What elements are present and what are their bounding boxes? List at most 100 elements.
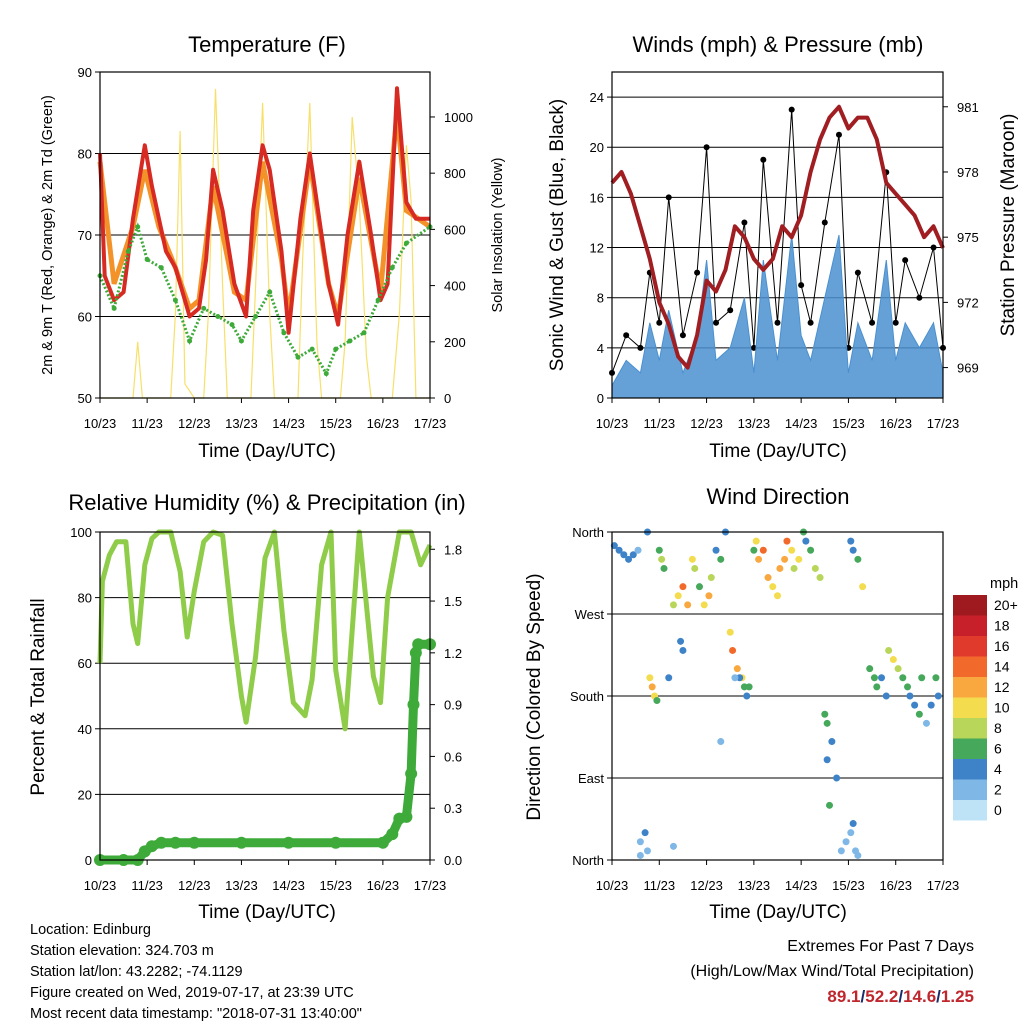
speed-legend-label: 4	[994, 761, 1002, 777]
direction-point	[620, 551, 628, 559]
direction-point	[625, 555, 633, 563]
humidity-plot-area: 0 20 40 60 80 100 0.0 0.3 0.6 0.9 1.2 1.5 1.8 10/23 11…	[70, 525, 462, 893]
sonic-wind-area	[611, 234, 944, 399]
humidity-xtick-label: 15/23	[319, 878, 352, 893]
relative-humidity-line	[97, 529, 433, 732]
speed-legend-label: 8	[994, 720, 1002, 736]
temperature-ylabel-right: Solar Insolation (Yellow)	[490, 157, 506, 312]
gust-point	[679, 332, 686, 339]
direction-point	[636, 838, 644, 846]
temperature-title: Temperature (F)	[188, 32, 346, 57]
dewpoint-point	[172, 297, 178, 303]
direction-point	[847, 537, 855, 545]
extreme-low: 52.2	[865, 987, 899, 1006]
temperature-ytick-label: 50	[78, 391, 92, 406]
direction-point	[717, 555, 725, 563]
extreme-high: 89.1	[827, 987, 861, 1006]
direction-point	[795, 555, 803, 563]
precipitation-point	[386, 828, 399, 841]
gust-point	[930, 244, 937, 251]
gust-point	[637, 344, 644, 351]
direction-xtick-label: 15/23	[832, 878, 865, 893]
humidity-ytick-label: 40	[78, 722, 92, 737]
extremes-title: Extremes For Past 7 Days	[787, 938, 974, 955]
temperature-xtick-label: 12/23	[178, 416, 211, 431]
temperature-y2tick-label: 1000	[444, 110, 473, 125]
humidity-ytick-label: 20	[78, 787, 92, 802]
speed-legend-label: 18	[994, 618, 1010, 634]
direction-point	[691, 564, 699, 572]
winds-ylabel-right: Station Pressure (Maroon)	[998, 114, 1019, 337]
direction-plot-area: North East South West North 10/23 11/23 12/23 13…	[570, 525, 959, 893]
gust-point	[760, 156, 767, 163]
speed-legend-swatch	[953, 615, 987, 636]
speed-legend-swatch	[953, 595, 987, 616]
humidity-title: Relative Humidity (%) & Precipitation (i…	[68, 490, 465, 515]
direction-point	[665, 674, 673, 682]
direction-point	[774, 592, 781, 600]
gust-point	[869, 319, 876, 326]
dewpoint-point	[333, 346, 339, 352]
dewpoint-point	[323, 371, 329, 377]
dewpoint-point	[201, 305, 207, 311]
extreme-precip: 1.25	[940, 987, 974, 1006]
precipitation-point	[188, 836, 201, 849]
humidity-xtick-label: 10/23	[84, 878, 117, 893]
humidity-panel: Relative Humidity (%) & Precipitation (i…	[28, 490, 466, 923]
gust-point	[788, 106, 795, 113]
direction-point	[674, 592, 682, 600]
direction-point	[717, 738, 725, 746]
direction-point	[781, 555, 789, 563]
gust-point	[854, 269, 861, 276]
temperature-ylabel-left: 2m & 9m T (Red, Orange) & 2m Td (Green)	[40, 95, 56, 375]
precipitation-point	[405, 767, 418, 780]
precipitation-point	[282, 836, 295, 849]
winds-frame	[611, 71, 944, 399]
winds-y2tick-label: 969	[957, 361, 979, 376]
speed-legend-title: mph	[990, 576, 1018, 592]
direction-point	[811, 564, 819, 572]
direction-point	[679, 583, 687, 591]
humidity-ytick-label: 80	[78, 591, 92, 606]
temperature-y2tick-label: 600	[444, 222, 466, 237]
direction-point	[769, 583, 777, 591]
direction-point	[641, 829, 649, 837]
direction-point	[823, 756, 831, 764]
gust-point	[741, 219, 748, 226]
humidity-xtick-label: 16/23	[367, 878, 400, 893]
gust-point	[727, 307, 734, 314]
direction-point	[653, 697, 661, 705]
precipitation-point	[412, 638, 425, 651]
dewpoint-point	[187, 338, 193, 344]
direction-point	[854, 555, 862, 563]
humidity-ytick-label: 0	[85, 853, 92, 868]
winds-y2tick-label: 978	[957, 165, 979, 180]
winds-ytick-label: 12	[590, 241, 604, 256]
winds-xtick-label: 15/23	[832, 416, 865, 431]
direction-point	[873, 683, 881, 691]
speed-legend-swatch	[953, 800, 987, 821]
direction-point	[889, 656, 897, 664]
direction-point	[636, 851, 644, 859]
humidity-y2tick-label: 0.3	[444, 801, 462, 816]
speed-legend-label: 6	[994, 741, 1002, 757]
direction-xtick-label: 11/23	[643, 878, 675, 893]
temperature-frame	[99, 71, 431, 399]
direction-point	[849, 546, 857, 554]
winds-ytick-label: 20	[590, 140, 604, 155]
extremes-box: Extremes For Past 7 Days (High/Low/Max W…	[690, 934, 974, 1009]
temperature-panel: Temperature (F) 50 60 70 80 90 0 200 400 600 800 1…	[40, 32, 506, 462]
direction-point	[882, 692, 890, 700]
winds-xtick-label: 13/23	[738, 416, 771, 431]
humidity-y2tick-label: 1.2	[444, 646, 462, 661]
dewpoint-point	[125, 248, 131, 254]
gust-point	[623, 332, 630, 339]
direction-point	[821, 710, 829, 718]
temperature-xtick-label: 10/23	[84, 416, 117, 431]
humidity-y2tick-label: 0.9	[444, 698, 462, 713]
speed-legend-swatch	[953, 636, 987, 657]
direction-point	[669, 601, 677, 609]
precipitation-point	[400, 810, 413, 823]
direction-point	[904, 683, 912, 691]
